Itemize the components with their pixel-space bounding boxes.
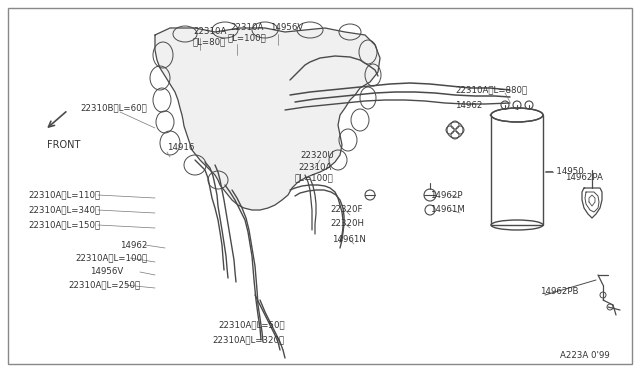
Text: 22310A: 22310A <box>193 28 227 36</box>
FancyBboxPatch shape <box>8 8 632 364</box>
Text: 22310A: 22310A <box>230 23 264 32</box>
Text: 14962: 14962 <box>455 100 483 109</box>
Text: 22310A〈L=100〉: 22310A〈L=100〉 <box>75 253 147 263</box>
Text: 〈L=100〉: 〈L=100〉 <box>295 173 333 183</box>
Text: 14962: 14962 <box>120 241 147 250</box>
Text: 14916: 14916 <box>167 144 195 153</box>
Text: 22310A〈L=250〉: 22310A〈L=250〉 <box>68 280 140 289</box>
Text: 22320U: 22320U <box>300 151 334 160</box>
Text: 14961N: 14961N <box>332 235 366 244</box>
Text: 22320F: 22320F <box>330 205 362 215</box>
Text: 〈L=100〉: 〈L=100〉 <box>228 33 267 42</box>
Text: 22310B〈L=60〉: 22310B〈L=60〉 <box>80 103 147 112</box>
Text: 14961M: 14961M <box>430 205 465 215</box>
Text: — 14950: — 14950 <box>545 167 584 176</box>
Text: A223A 0'99: A223A 0'99 <box>560 350 610 359</box>
Polygon shape <box>155 28 380 210</box>
FancyBboxPatch shape <box>491 115 543 225</box>
Text: 〈L=80〉: 〈L=80〉 <box>193 38 227 46</box>
Text: 22310A〈L=50〉: 22310A〈L=50〉 <box>218 321 285 330</box>
Text: 14956V: 14956V <box>270 23 303 32</box>
Text: 22310A〈L=320〉: 22310A〈L=320〉 <box>212 336 284 344</box>
Text: 22310A〈L=110〉: 22310A〈L=110〉 <box>28 190 100 199</box>
Text: 22310A: 22310A <box>298 164 332 173</box>
Text: FRONT: FRONT <box>47 140 81 150</box>
Text: 22320H: 22320H <box>330 219 364 228</box>
Text: 22310A〈L=150〉: 22310A〈L=150〉 <box>28 221 100 230</box>
Ellipse shape <box>491 108 543 122</box>
Text: 14956V: 14956V <box>90 267 124 276</box>
Text: 22310A〈L=880〉: 22310A〈L=880〉 <box>455 86 527 94</box>
Text: 14962P: 14962P <box>430 190 463 199</box>
Text: 14962PA: 14962PA <box>565 173 603 183</box>
Text: 22310A〈L=340〉: 22310A〈L=340〉 <box>28 205 100 215</box>
Text: 14962PB: 14962PB <box>540 288 579 296</box>
